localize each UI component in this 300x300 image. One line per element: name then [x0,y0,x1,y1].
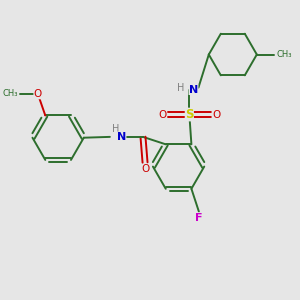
Text: H: H [176,82,184,93]
Text: O: O [141,164,149,174]
Text: O: O [212,110,220,119]
Text: H: H [112,124,120,134]
Text: CH₃: CH₃ [2,89,18,98]
Text: N: N [189,85,198,95]
Text: O: O [34,89,42,99]
Text: F: F [195,213,202,223]
Text: CH₃: CH₃ [277,50,292,59]
Text: O: O [158,110,166,119]
Text: N: N [117,132,126,142]
Text: S: S [185,108,194,121]
